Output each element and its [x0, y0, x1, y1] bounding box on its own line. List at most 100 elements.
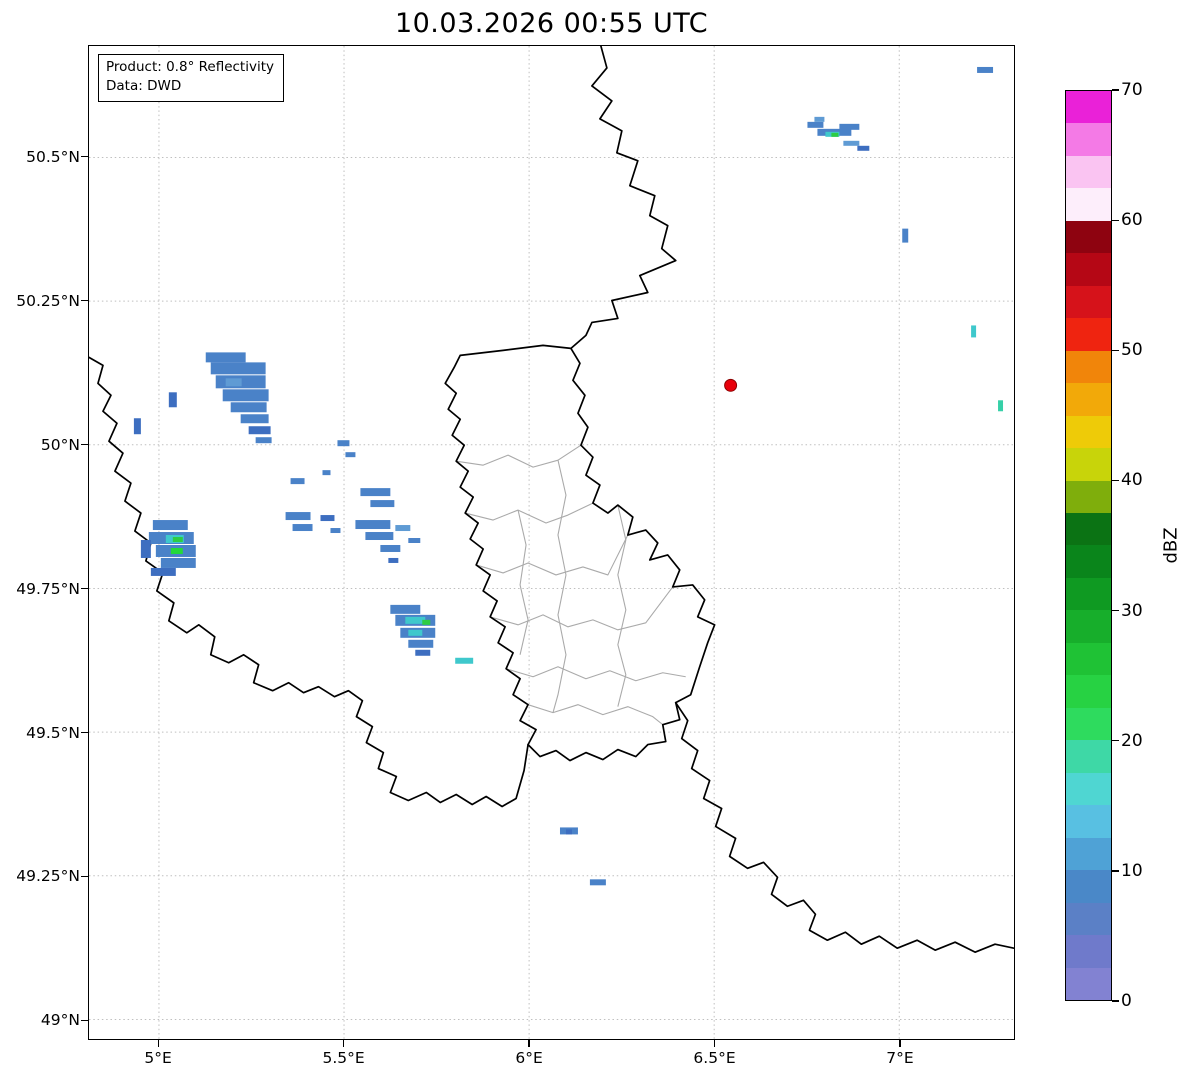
radar-echo — [380, 544, 401, 552]
colorbar-step — [1066, 902, 1111, 936]
colorbar-tick-label: 70 — [1121, 80, 1143, 100]
x-tick-mark — [342, 1040, 345, 1047]
x-tick-mark — [899, 1040, 901, 1047]
colorbar-step — [1066, 675, 1111, 708]
country-border — [674, 701, 1014, 954]
colorbar-step — [1066, 740, 1111, 773]
colorbar-tick-mark — [1112, 609, 1119, 612]
colorbar-step — [1066, 155, 1111, 189]
x-tick-mark — [528, 1040, 530, 1047]
radar-echo — [337, 440, 350, 447]
colorbar-label: dBZ — [1160, 527, 1182, 564]
colorbar-step — [1066, 220, 1111, 254]
colorbar-step — [1066, 837, 1111, 871]
radar-echo — [857, 145, 870, 151]
colorbar-step — [1066, 253, 1111, 286]
x-tick-label: 6°E — [515, 1049, 543, 1067]
colorbar-step — [1066, 512, 1111, 546]
radar-echo — [388, 557, 399, 563]
radar-echo — [807, 121, 824, 128]
colorbar-step — [1066, 935, 1111, 968]
district-border — [617, 504, 627, 707]
colorbar-label-wrap: dBZ — [1150, 90, 1192, 1001]
y-tick-mark — [81, 587, 88, 590]
radar-echo — [285, 512, 311, 521]
colorbar-step — [1066, 870, 1111, 903]
colorbar-step — [1066, 415, 1111, 449]
colorbar-step — [1066, 285, 1111, 319]
radar-echo — [152, 520, 188, 531]
radar-echo — [814, 116, 825, 122]
district-border — [465, 502, 594, 524]
y-tick-mark — [81, 444, 88, 446]
district-border — [476, 534, 629, 576]
y-tick-mark — [81, 300, 88, 302]
data-source-label: Data: DWD — [106, 77, 182, 94]
y-tick-mark — [81, 1019, 88, 1022]
colorbar-tick-label: 10 — [1121, 860, 1143, 881]
radar-echo — [360, 488, 391, 497]
product-label: Product: 0.8° Reflectivity — [106, 59, 274, 75]
radar-echo — [408, 629, 423, 636]
radar-echo — [205, 352, 246, 363]
radar-echo — [977, 66, 994, 73]
colorbar-tick-mark — [1112, 740, 1119, 742]
colorbar-step — [1066, 350, 1111, 384]
radar-echo — [395, 525, 411, 532]
radar-echo — [408, 639, 434, 648]
radar-echo — [345, 452, 356, 458]
radar-echo — [455, 657, 474, 664]
radar-echo — [415, 649, 431, 656]
district-border — [517, 509, 529, 655]
country-border — [444, 344, 716, 762]
colorbar-step — [1066, 772, 1111, 806]
colorbar-step — [1066, 707, 1111, 741]
colorbar-tick-label: 30 — [1121, 600, 1143, 621]
district-border — [552, 460, 567, 713]
map-plot-area: Product: 0.8° Reflectivity Data: DWD — [88, 45, 1015, 1040]
radar-echo — [170, 547, 183, 554]
colorbar-step — [1066, 90, 1111, 124]
colorbar-step — [1066, 318, 1111, 351]
radar-map-canvas — [89, 46, 1014, 1039]
radar-echo — [330, 528, 341, 534]
radar-echo — [355, 520, 391, 530]
radar-echo — [240, 414, 269, 424]
colorbar-step — [1066, 448, 1111, 481]
colorbar-tick-mark — [1112, 219, 1119, 221]
radar-echo — [168, 392, 177, 408]
radar-echo — [160, 557, 196, 568]
colorbar-tick-label: 60 — [1121, 210, 1143, 231]
district-border — [505, 666, 686, 682]
district-border — [456, 444, 582, 468]
radar-echo — [370, 500, 395, 508]
colorbar-step — [1066, 577, 1111, 611]
radar-echo — [589, 879, 606, 886]
radar-echo — [172, 537, 183, 543]
radar-echo — [365, 532, 394, 541]
radar-echo — [230, 402, 267, 413]
y-tick-label: 49.5°N — [26, 723, 80, 742]
x-tick-mark — [713, 1040, 716, 1047]
y-tick-label: 49.25°N — [16, 867, 80, 886]
colorbar-step — [1066, 610, 1111, 643]
radar-echo — [255, 437, 272, 444]
radar-echo — [565, 829, 572, 835]
colorbar-tick-mark — [1112, 1000, 1119, 1002]
colorbar-step — [1066, 805, 1111, 838]
x-tick-label: 5.5°E — [322, 1049, 365, 1067]
x-tick-label: 6.5°E — [693, 1049, 736, 1067]
colorbar-step — [1066, 123, 1111, 156]
radar-echo — [133, 418, 141, 435]
colorbar-tick-label: 50 — [1121, 340, 1143, 361]
radar-echo — [222, 389, 269, 402]
colorbar — [1065, 90, 1112, 1001]
radar-echo — [150, 567, 176, 576]
radar-echo — [320, 515, 335, 522]
colorbar-step — [1066, 480, 1111, 513]
radar-echo — [390, 604, 421, 614]
colorbar-step — [1066, 642, 1111, 676]
colorbar-tick-mark — [1112, 89, 1119, 91]
country-border — [570, 46, 677, 350]
